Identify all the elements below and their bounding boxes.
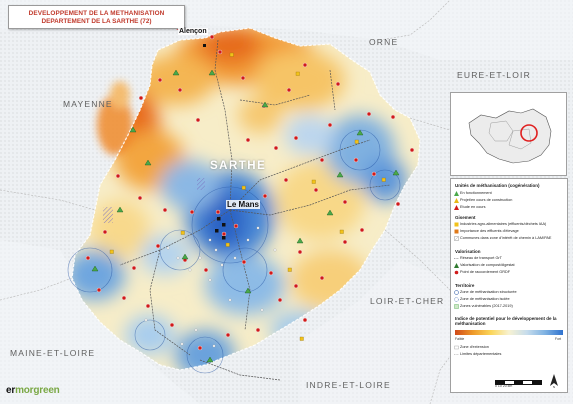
region-mayenne: MAYENNE <box>63 99 113 109</box>
legend-unit-1: Projet/en cours de construction <box>460 198 513 202</box>
triangle-green-icon <box>454 191 459 196</box>
region-maine-et-loire: MAINE-ET-LOIRE <box>10 348 96 358</box>
map-title-box: DEVELOPPEMENT DE LA METHANISATION DEPART… <box>8 5 185 29</box>
legend-unit-2: Etude en cours <box>460 205 486 209</box>
potential-gradient-bar <box>455 330 563 335</box>
triangle-yellow-icon <box>454 198 459 203</box>
gradient-low-label: Faible <box>455 337 465 341</box>
legend-panel: Unités de méthanisation (cogénération) E… <box>450 178 568 393</box>
scale-label: 0 10 20 km <box>495 384 513 388</box>
svg-text:N: N <box>553 385 555 388</box>
triangle-dark-green-icon <box>454 263 459 268</box>
limit-line-icon <box>454 354 459 355</box>
zone-outline-icon <box>454 345 459 350</box>
legend-gisement-0: Industries agro-alimentaires (effluents/… <box>460 222 547 226</box>
legend-valorisation-0: Réseau de transport GrT <box>460 256 502 260</box>
circle-outline-icon <box>454 290 459 295</box>
region-orne: ORNE <box>369 37 399 47</box>
legend-units-title: Unités de méthanisation (cogénération) <box>455 183 540 188</box>
ermorgreen-logo: ermorgreen <box>6 385 60 396</box>
locator-map <box>450 92 567 176</box>
gradient-high-label: Fort <box>555 337 562 341</box>
legend-valorisation-1: Valorisation de compost/digestat <box>460 263 515 267</box>
legend-valorisation-title: Valorisation <box>455 249 481 254</box>
circle-dashed-icon <box>454 297 459 302</box>
triangle-red-icon <box>454 205 459 210</box>
legend-unit-0: En fonctionnement <box>460 191 492 195</box>
region-sarthe: SARTHE <box>210 160 267 172</box>
square-orange-icon <box>454 229 459 234</box>
legend-gisement-1: Importance des effluents d'élevage <box>460 229 519 233</box>
legend-gisement-title: Gisement <box>455 215 476 220</box>
france-outline <box>468 108 552 164</box>
sarthe-highlight <box>520 124 538 142</box>
city-le-mans: Le Mans <box>226 200 261 209</box>
legend-territoire-1: Zone de méthanisation isolée <box>460 297 510 301</box>
hatch-square-icon <box>454 236 459 241</box>
city-alencon: Alençon <box>178 28 208 35</box>
legend-valorisation-2: Point de raccordement GRDF <box>460 270 511 274</box>
region-loir-et-cher: LOIR-ET-CHER <box>370 296 445 306</box>
legend-gisement-2: Communes dans zone d'intérêt de chemin à… <box>460 236 552 240</box>
map-title-line2: DEPARTEMENT DE LA SARTHE (72) <box>41 18 152 25</box>
legend-territoire-0: Zone de méthanisation structurée <box>460 290 517 294</box>
legend-limits-label: Limites départementales <box>460 352 502 356</box>
map-title-line1: DEVELOPPEMENT DE LA METHANISATION <box>28 10 165 17</box>
hatch-green-icon <box>454 304 459 309</box>
region-eure-et-loir: EURE-ET-LOIR <box>457 70 531 80</box>
scale-bar <box>495 380 542 385</box>
north-arrow-icon: N <box>550 374 558 388</box>
legend-territoire-title: Territoire <box>455 283 475 288</box>
legend-index-title: Indice de potentiel pour le développemen… <box>455 316 557 326</box>
legend-territoire-2: Zones vulnérables (2017-2019) <box>460 304 513 308</box>
red-dot-icon <box>454 270 459 275</box>
square-yellow-icon <box>454 222 459 227</box>
legend-zone-label: Zone d'extension <box>460 345 489 349</box>
region-indre-et-loire: INDRE-ET-LOIRE <box>306 380 391 390</box>
dashed-line-icon <box>454 258 459 259</box>
